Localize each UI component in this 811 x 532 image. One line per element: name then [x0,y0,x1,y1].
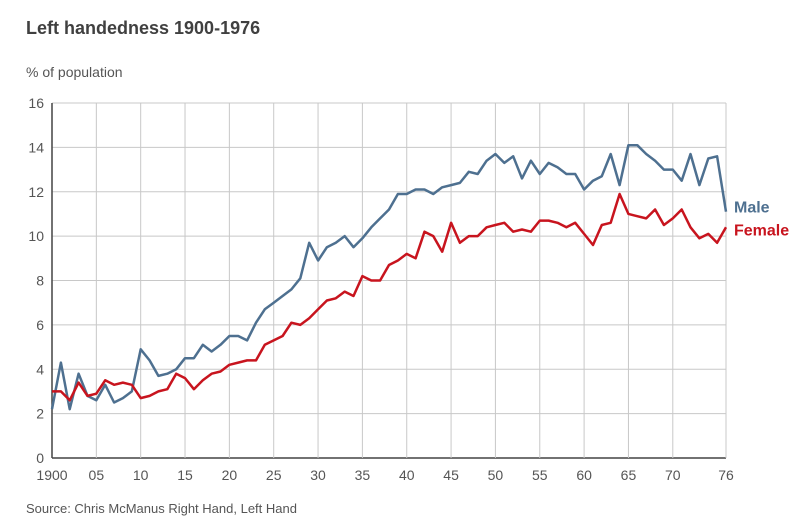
y-tick-label: 8 [36,273,44,289]
x-tick-label: 76 [718,467,734,483]
x-tick-label: 40 [399,467,415,483]
y-tick-label: 10 [28,228,44,244]
x-tick-label: 10 [133,467,149,483]
chart-title: Left handedness 1900-1976 [26,18,261,38]
x-tick-label: 65 [621,467,637,483]
x-tick-label: 05 [89,467,105,483]
x-tick-label: 15 [177,467,193,483]
series-lines [50,143,728,411]
legend-label-male: Male [734,200,770,217]
series-line-male [50,143,728,411]
y-tick-label: 16 [28,95,44,111]
x-tick-label: 60 [576,467,592,483]
grid [51,102,727,459]
x-tick-label: 35 [355,467,371,483]
y-tick-label: 2 [36,406,44,422]
x-tick-label: 45 [443,467,459,483]
tick-labels: 0 2 4 6 8 10 12 14 16 1900 05 10 15 20 25 30 35 40 45 50 55 6… [28,95,734,483]
series-line-female [52,192,728,402]
x-tick-label: 20 [222,467,238,483]
y-tick-label: 0 [36,450,44,466]
source-note: Source: Chris McManus Right Hand, Left H… [26,501,297,516]
x-tick-label: 30 [310,467,326,483]
y-tick-label: 4 [36,361,44,377]
x-tick-label: 55 [532,467,548,483]
x-tick-label: 25 [266,467,282,483]
x-tick-label: 1900 [36,467,67,483]
legend: Male Female [734,200,789,240]
x-tick-label: 50 [488,467,504,483]
legend-label-female: Female [734,222,789,239]
y-tick-label: 14 [28,139,44,155]
y-axis-label: % of population [26,64,123,80]
y-tick-label: 12 [28,184,44,200]
x-tick-label: 70 [665,467,681,483]
y-tick-label: 6 [36,317,44,333]
